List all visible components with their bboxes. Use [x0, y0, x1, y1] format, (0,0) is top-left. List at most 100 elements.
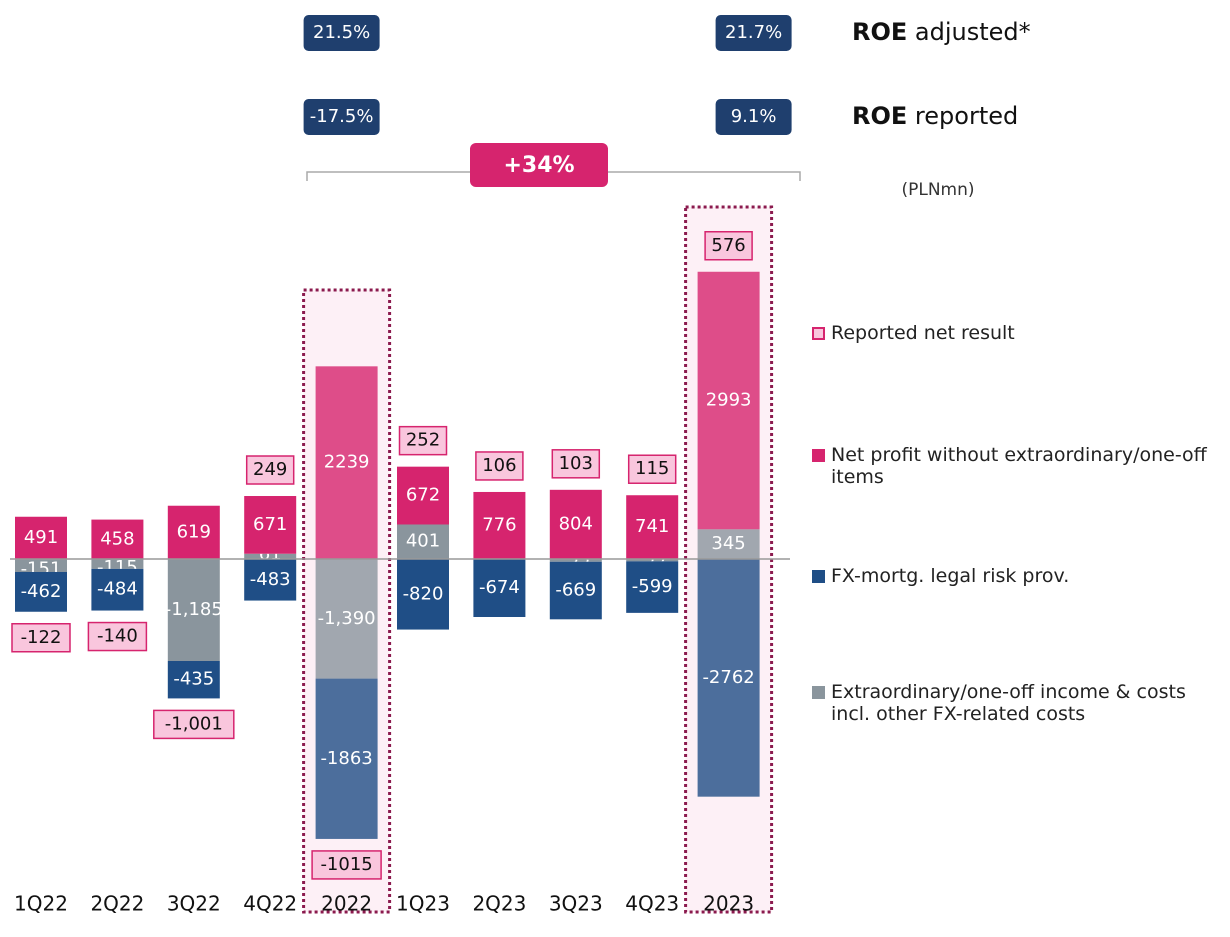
reported-label: 103	[559, 453, 593, 474]
reported-box	[704, 231, 753, 261]
data-label: 776	[482, 514, 516, 535]
data-label: 672	[406, 485, 440, 506]
bar-segment	[549, 489, 602, 559]
growth-box	[470, 143, 608, 187]
bar-segment	[549, 559, 602, 562]
legend-label: Extraordinary/one-off income & costs inc…	[831, 681, 1186, 725]
growth-label: +34%	[503, 153, 574, 178]
roe-label-bold: ROE	[852, 102, 907, 130]
reported-box	[475, 451, 524, 481]
data-label: 2993	[706, 390, 752, 411]
bar-segment	[626, 559, 679, 562]
reported-box	[311, 850, 382, 880]
roe-label-text: reported	[915, 102, 1018, 130]
data-label: -599	[632, 576, 673, 597]
roe-label-text: adjusted*	[915, 18, 1031, 46]
bar-segment	[15, 571, 67, 612]
x-tick-label: 2Q22	[90, 892, 144, 916]
legend-item: Extraordinary/one-off income & costs inc…	[812, 681, 1212, 725]
legend-swatch	[812, 686, 825, 699]
data-label: -1,185	[165, 599, 223, 620]
reported-box	[551, 449, 601, 479]
bar-segment	[549, 561, 602, 620]
data-label: -820	[403, 583, 444, 604]
roe-label: ROE adjusted*	[852, 18, 1031, 46]
reported-box	[153, 709, 235, 740]
bar-segment	[473, 559, 526, 617]
data-label: 458	[100, 528, 134, 549]
legend-label: FX-mortg. legal risk prov.	[831, 565, 1070, 587]
bar-segment	[315, 559, 378, 679]
data-label: -669	[555, 580, 596, 601]
bar-segment	[397, 466, 449, 525]
bar-segment	[167, 505, 220, 559]
legend-item: Reported net result	[812, 322, 1212, 344]
reported-label: -1015	[320, 854, 372, 875]
roe-value: 9.1%	[731, 106, 777, 127]
legend-label: Net profit without extraordinary/one-off…	[831, 444, 1207, 488]
data-label: -1863	[320, 748, 372, 769]
reported-box	[627, 454, 677, 484]
roe-value: 21.5%	[313, 22, 370, 43]
data-label: 619	[177, 521, 211, 542]
legend-swatch	[812, 327, 825, 340]
bar-segment	[626, 561, 679, 613]
reported-label: 252	[406, 430, 440, 451]
data-label: 401	[406, 531, 440, 552]
reported-label: 115	[635, 458, 669, 479]
bar-segment	[15, 516, 67, 559]
roe-box	[715, 99, 792, 135]
data-label: -2762	[702, 667, 754, 688]
bar-segment	[91, 568, 144, 611]
data-label: 671	[253, 514, 287, 535]
roe-value: 21.7%	[725, 22, 782, 43]
roe-box	[303, 99, 380, 135]
reported-label: 106	[482, 455, 516, 476]
data-label: -483	[250, 569, 291, 590]
x-tick-label: 2Q23	[472, 892, 526, 916]
x-tick-label: 3Q23	[549, 892, 603, 916]
roe-box	[715, 15, 792, 51]
data-label: -484	[97, 579, 138, 600]
bar-segment	[626, 495, 679, 559]
bar-segment	[697, 559, 760, 797]
data-label: -674	[479, 577, 520, 598]
x-tick-label: 4Q23	[625, 892, 679, 916]
bar-segment	[167, 559, 220, 661]
bar-segment	[91, 519, 144, 559]
data-label: 491	[24, 527, 58, 548]
bar-segment	[15, 559, 67, 572]
bar-segment	[397, 524, 449, 559]
reported-label: 249	[253, 459, 287, 480]
x-tick-label: 4Q22	[243, 892, 297, 916]
data-label: -1,390	[318, 608, 376, 629]
bar-segment	[473, 491, 526, 559]
roe-label: ROE reported	[852, 102, 1018, 130]
reported-box	[11, 623, 71, 653]
legend-swatch	[812, 449, 825, 462]
roe-value: -17.5%	[310, 106, 374, 127]
bar-segment	[397, 559, 449, 630]
legend-item: FX-mortg. legal risk prov.	[812, 565, 1212, 587]
bar-segment	[244, 496, 297, 554]
data-label: 804	[559, 513, 593, 534]
data-label: -462	[21, 581, 62, 602]
bar-segment	[315, 678, 378, 839]
data-label: 741	[635, 516, 669, 537]
data-label: 345	[711, 533, 745, 554]
bar-segment	[697, 271, 760, 530]
unit-label: (PLNmn)	[901, 180, 974, 200]
data-label: 2239	[324, 452, 370, 473]
roe-label-bold: ROE	[852, 18, 907, 46]
reported-box	[245, 455, 295, 485]
reported-label: -1,001	[165, 713, 223, 734]
x-tick-label: 1Q23	[396, 892, 450, 916]
bar-segment	[167, 660, 220, 699]
reported-box	[398, 425, 448, 456]
reported-label: 576	[711, 235, 745, 256]
x-tick-label: 2023	[703, 892, 754, 916]
legend-label: Reported net result	[831, 322, 1015, 344]
x-tick-label: 1Q22	[14, 892, 68, 916]
